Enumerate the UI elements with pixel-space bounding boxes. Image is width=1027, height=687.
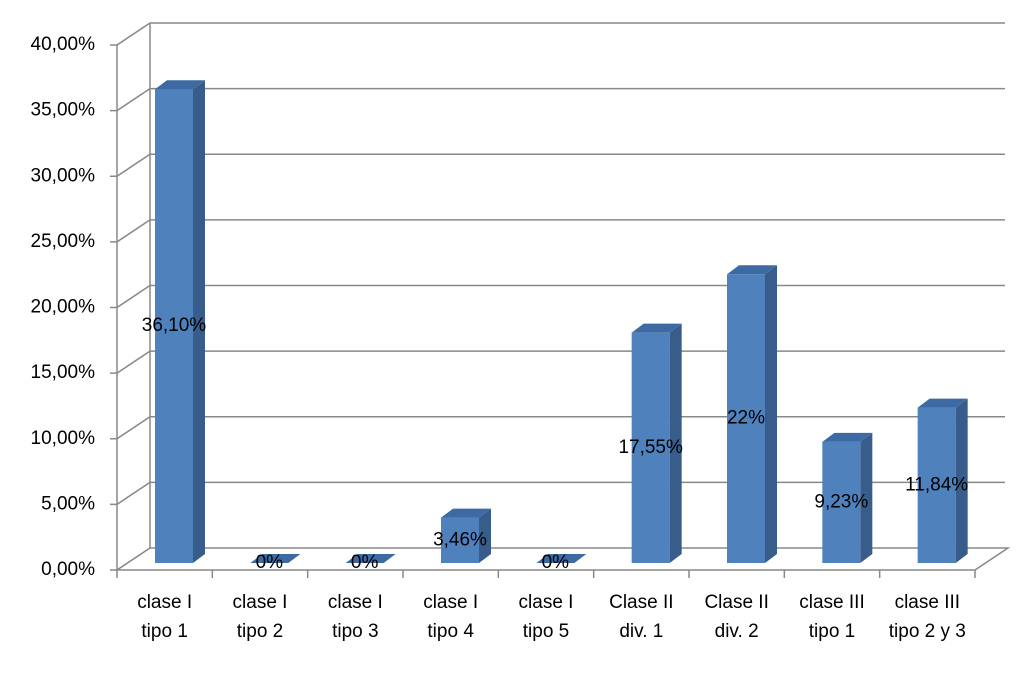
bar-top	[822, 432, 873, 442]
bar	[822, 441, 861, 563]
grid-line	[116, 219, 1005, 243]
bar	[727, 274, 765, 563]
x-tick-label: clase I tipo 2	[232, 592, 288, 642]
value-label: 22%	[727, 408, 765, 429]
bar-top	[155, 80, 205, 90]
bar-top	[250, 554, 301, 563]
bar	[917, 407, 956, 563]
value-label: 17,55%	[618, 437, 683, 458]
x-tick-label: clase I tipo 5	[518, 592, 574, 642]
grid-line	[116, 284, 1005, 309]
grid-line	[116, 22, 1005, 46]
grid-line	[116, 350, 1005, 374]
x-tick-label: clase I tipo 4	[423, 592, 479, 642]
y-tick-label: 15,00%	[31, 362, 96, 383]
value-label: 11,84%	[905, 474, 968, 495]
bar	[155, 89, 193, 563]
bar-top	[631, 323, 682, 333]
bar	[441, 517, 479, 563]
bar	[631, 332, 670, 563]
bar-side	[669, 323, 682, 563]
bar-side	[955, 398, 968, 563]
bar-side	[860, 432, 873, 563]
bar-top	[536, 554, 587, 563]
x-tick-label: clase I tipo 1	[137, 592, 193, 642]
bar-side	[765, 265, 777, 563]
bar-side	[193, 80, 205, 563]
y-tick-label: 20,00%	[31, 297, 96, 318]
x-tick-label: Clase II div. 2	[704, 592, 769, 642]
grid-line	[116, 87, 1005, 112]
x-tick-label: Clase II div. 1	[609, 592, 674, 642]
bar-side	[479, 508, 491, 563]
value-label: 0%	[351, 552, 379, 573]
y-tick-label: 30,00%	[31, 165, 96, 186]
x-tick-label: clase I tipo 3	[327, 592, 383, 642]
value-label: 0%	[542, 552, 570, 573]
value-label: 36,10%	[142, 315, 207, 336]
bar-top	[441, 508, 491, 518]
x-tick-label: clase III tipo 2 y 3	[888, 592, 966, 642]
value-label: 9,23%	[814, 491, 868, 512]
y-tick-label: 35,00%	[31, 100, 96, 121]
x-tick-label: clase III tipo 1	[799, 592, 865, 642]
value-label: 3,46%	[433, 529, 487, 550]
y-tick-label: 10,00%	[31, 428, 96, 449]
y-tick-label: 25,00%	[31, 231, 96, 252]
grid-line	[116, 481, 1005, 505]
bar-top	[917, 398, 968, 408]
grid-line	[116, 416, 1005, 440]
value-label: 0%	[256, 552, 284, 573]
bar-top	[345, 554, 396, 563]
y-tick-label: 40,00%	[31, 34, 96, 55]
y-tick-label: 0,00%	[41, 559, 95, 580]
y-tick-label: 5,00%	[41, 493, 95, 514]
bar-top	[727, 265, 777, 275]
grid-line	[116, 153, 1005, 177]
